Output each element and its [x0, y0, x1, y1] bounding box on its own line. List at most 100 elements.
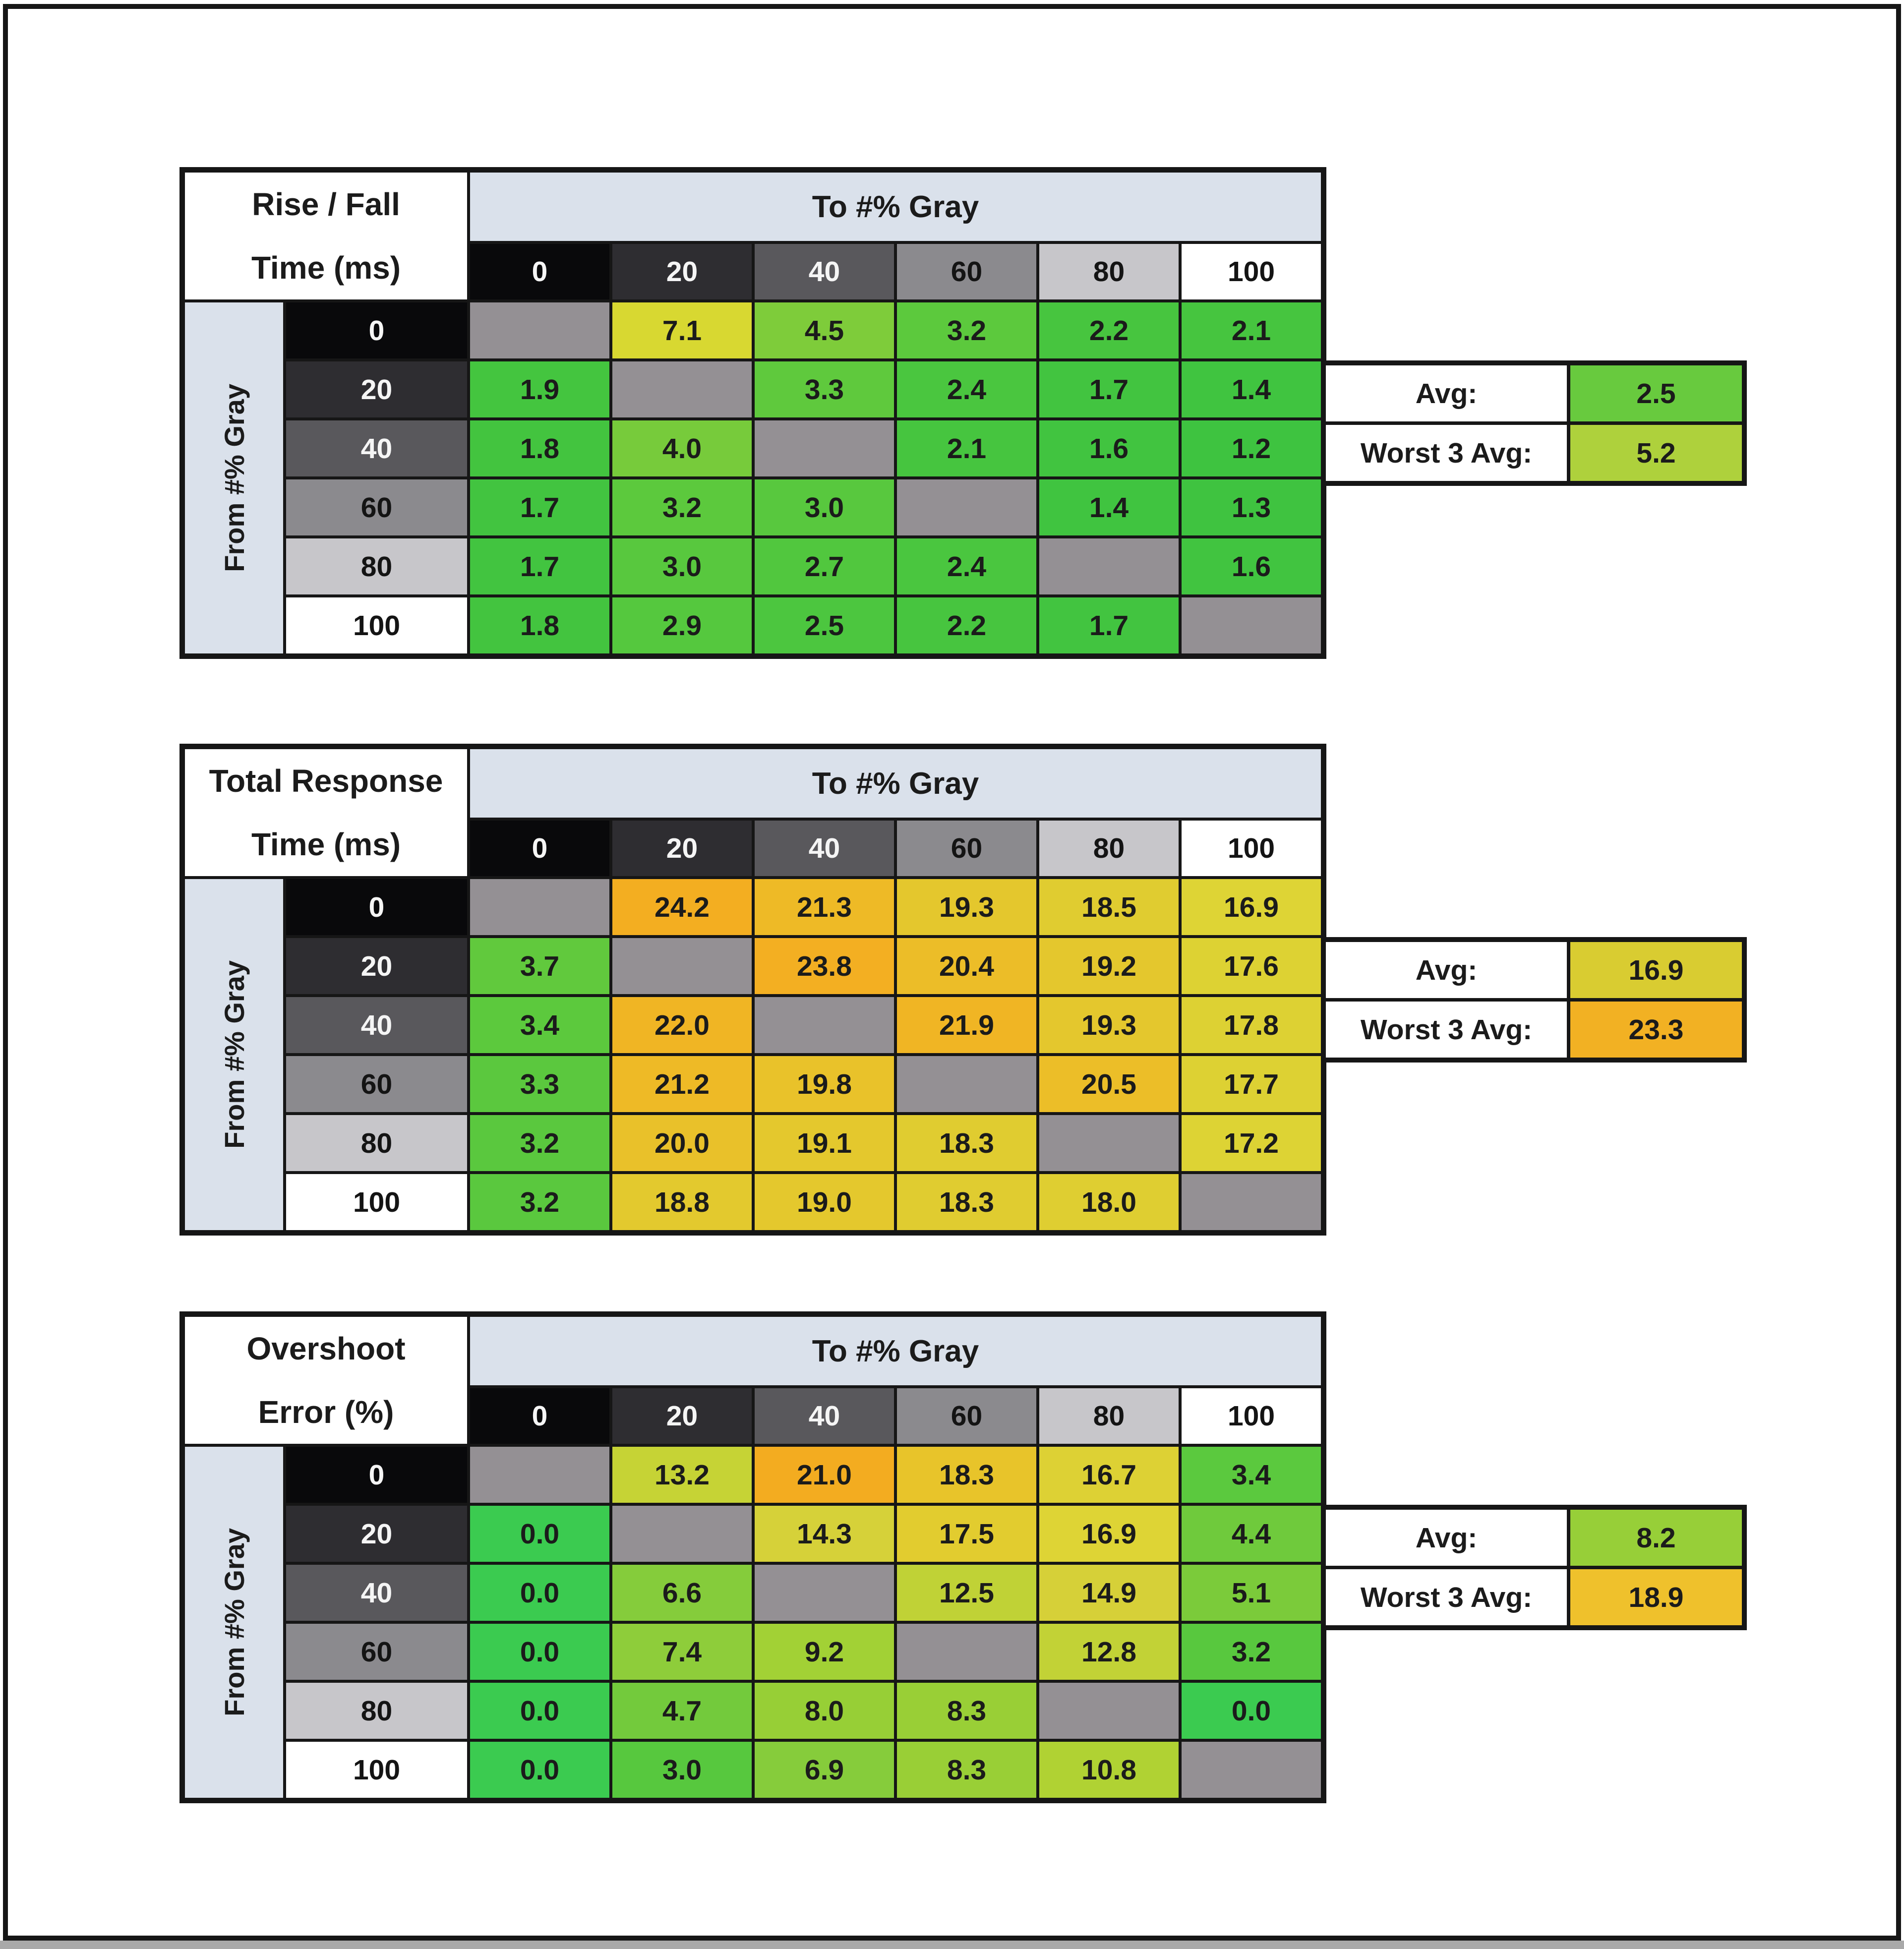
heatmap-cell: 1.3 — [1182, 479, 1321, 535]
avg-value: 2.5 — [1570, 365, 1742, 421]
heatmap-cell: 16.9 — [1182, 879, 1321, 935]
heatmap-cell: 12.8 — [1039, 1624, 1179, 1680]
col-header: 20 — [612, 244, 752, 299]
diagonal-cell — [1039, 1115, 1179, 1171]
diagonal-cell — [470, 302, 609, 358]
diagonal-cell — [755, 420, 894, 476]
heatmap-cell: 1.9 — [470, 361, 609, 417]
heatmap-cell: 19.1 — [755, 1115, 894, 1171]
heatmap-cell: 6.9 — [755, 1742, 894, 1798]
heatmap-cell: 21.3 — [755, 879, 894, 935]
worst3-avg-label: Worst 3 Avg: — [1326, 1002, 1567, 1058]
to-gray-axis-label: To #% Gray — [470, 749, 1321, 818]
col-header: 20 — [612, 821, 752, 876]
heatmap-cell: 3.2 — [470, 1174, 609, 1230]
from-gray-axis-label-text: From #% Gray — [218, 384, 250, 572]
diagonal-cell — [897, 1056, 1036, 1112]
heatmap-cell: 4.4 — [1182, 1506, 1321, 1562]
to-gray-axis-label: To #% Gray — [470, 1317, 1321, 1385]
bottom-edge-strip — [0, 1941, 1904, 1949]
heatmap-cell: 0.0 — [470, 1624, 609, 1680]
diagonal-cell — [1182, 597, 1321, 653]
heatmap-cell: 1.8 — [470, 420, 609, 476]
heatmap-cell: 17.8 — [1182, 997, 1321, 1053]
heatmap-grid: Overshoot Error (%) To #% Gray 0 20 40 60 80 100… — [179, 1311, 1326, 1803]
row-header: 80 — [286, 538, 467, 594]
table-title-line: Time (ms) — [251, 250, 401, 286]
heatmap-cell: 1.7 — [470, 538, 609, 594]
col-header: 0 — [470, 244, 609, 299]
worst3-avg-value: 18.9 — [1570, 1569, 1742, 1625]
diagonal-cell — [612, 361, 752, 417]
heatmap-cell: 9.2 — [755, 1624, 894, 1680]
from-gray-axis-label: From #% Gray — [185, 1447, 283, 1798]
heatmap-cell: 5.1 — [1182, 1565, 1321, 1621]
diagonal-cell — [1039, 1683, 1179, 1739]
heatmap-cell: 17.6 — [1182, 938, 1321, 994]
from-gray-axis-label: From #% Gray — [185, 302, 283, 653]
heatmap-cell: 3.3 — [470, 1056, 609, 1112]
row-header: 100 — [286, 597, 467, 653]
col-header: 60 — [897, 821, 1036, 876]
from-gray-axis-label-text: From #% Gray — [218, 1528, 250, 1716]
heatmap-cell: 1.6 — [1182, 538, 1321, 594]
row-header: 20 — [286, 361, 467, 417]
diagonal-cell — [612, 938, 752, 994]
heatmap-cell: 0.0 — [470, 1742, 609, 1798]
heatmap-cell: 4.7 — [612, 1683, 752, 1739]
row-header: 0 — [286, 879, 467, 935]
heatmap-cell: 18.3 — [897, 1115, 1036, 1171]
heatmap-cell: 18.3 — [897, 1447, 1036, 1503]
heatmap-cell: 0.0 — [470, 1683, 609, 1739]
row-header: 0 — [286, 1447, 467, 1503]
heatmap-cell: 0.0 — [1182, 1683, 1321, 1739]
heatmap-cell: 20.5 — [1039, 1056, 1179, 1112]
heatmap-cell: 16.9 — [1039, 1506, 1179, 1562]
heatmap-cell: 3.4 — [470, 997, 609, 1053]
row-header: 80 — [286, 1683, 467, 1739]
diagonal-cell — [897, 479, 1036, 535]
col-header: 40 — [755, 244, 894, 299]
worst3-avg-label: Worst 3 Avg: — [1326, 425, 1567, 481]
heatmap-cell: 4.0 — [612, 420, 752, 476]
col-header: 40 — [755, 821, 894, 876]
table-title-line: Total Response — [209, 763, 443, 799]
heatmap-cell: 2.2 — [897, 597, 1036, 653]
heatmap-cell: 1.7 — [1039, 361, 1179, 417]
diagonal-cell — [470, 1447, 609, 1503]
heatmap-cell: 2.5 — [755, 597, 894, 653]
worst3-avg-value: 23.3 — [1570, 1002, 1742, 1058]
heatmap-cell: 20.4 — [897, 938, 1036, 994]
table-title-line: Error (%) — [258, 1394, 394, 1430]
heatmap-cell: 7.1 — [612, 302, 752, 358]
table-title-line: Rise / Fall — [252, 186, 400, 222]
col-header: 80 — [1039, 1388, 1179, 1444]
heatmap-cell: 3.2 — [1182, 1624, 1321, 1680]
heatmap-cell: 19.2 — [1039, 938, 1179, 994]
heatmap-cell: 14.9 — [1039, 1565, 1179, 1621]
heatmap-cell: 18.5 — [1039, 879, 1179, 935]
from-gray-axis-label-text: From #% Gray — [218, 960, 250, 1149]
heatmap-cell: 1.4 — [1039, 479, 1179, 535]
heatmap-cell: 18.8 — [612, 1174, 752, 1230]
heatmap-cell: 19.0 — [755, 1174, 894, 1230]
table-title-line: Overshoot — [246, 1331, 406, 1366]
heatmap-cell: 2.7 — [755, 538, 894, 594]
heatmap-grid: Rise / Fall Time (ms) To #% Gray 0 20 40 60 80 1… — [179, 167, 1326, 659]
heatmap-cell: 8.3 — [897, 1683, 1036, 1739]
heatmap-cell: 18.0 — [1039, 1174, 1179, 1230]
diagonal-cell — [755, 1565, 894, 1621]
heatmap-cell: 19.3 — [897, 879, 1036, 935]
diagonal-cell — [612, 1506, 752, 1562]
heatmap-cell: 0.0 — [470, 1565, 609, 1621]
col-header: 100 — [1182, 244, 1321, 299]
summary-block: Avg: 16.9 Worst 3 Avg: 23.3 — [1321, 937, 1747, 1063]
diagonal-cell — [1182, 1742, 1321, 1798]
heatmap-cell: 8.3 — [897, 1742, 1036, 1798]
heatmap-cell: 17.7 — [1182, 1056, 1321, 1112]
col-header: 100 — [1182, 821, 1321, 876]
diagonal-cell — [470, 879, 609, 935]
heatmap-cell: 17.2 — [1182, 1115, 1321, 1171]
avg-value: 16.9 — [1570, 942, 1742, 998]
